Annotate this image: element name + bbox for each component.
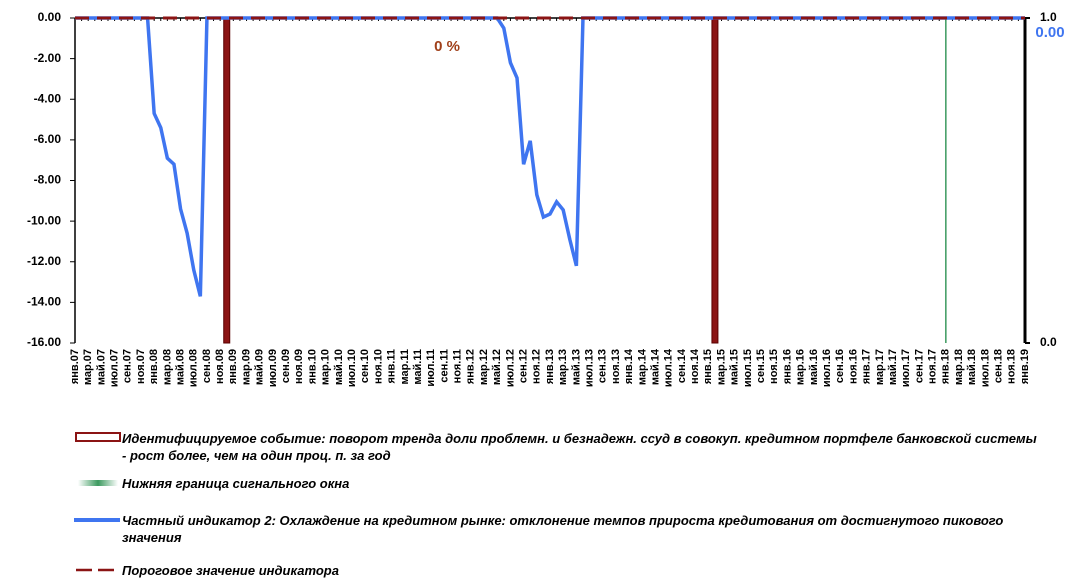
x-tick-label: ноя.10 <box>372 349 384 384</box>
x-tick-label: май.16 <box>808 349 820 385</box>
x-tick-label: сен.13 <box>597 349 609 383</box>
x-tick-label: июл.13 <box>583 349 595 387</box>
x-tick-label: ноя.09 <box>293 349 305 384</box>
x-tick-label: мар.09 <box>240 349 252 385</box>
x-tick-label: янв.12 <box>465 349 477 384</box>
x-tick-label: янв.18 <box>940 349 952 384</box>
x-tick-label: янв.16 <box>781 349 793 384</box>
x-tick-label: ноя.18 <box>1006 349 1018 384</box>
x-tick-label: май.18 <box>966 349 978 385</box>
x-tick-label: мар.10 <box>320 349 332 385</box>
x-tick-label: июл.12 <box>504 349 516 387</box>
x-tick-label: май.14 <box>649 348 661 385</box>
bar <box>223 17 231 344</box>
x-tick-label: июл.11 <box>425 349 437 387</box>
annotation: 0 % <box>434 38 460 55</box>
x-tick-label: мар.14 <box>636 348 648 385</box>
x-tick-label: янв.10 <box>306 349 318 384</box>
x-tick-label: янв.09 <box>227 349 239 384</box>
x-tick-label: июл.17 <box>900 349 912 387</box>
x-tick-label: июл.07 <box>108 349 120 387</box>
x-tick-label: сен.16 <box>834 349 846 383</box>
x-tick-label: янв.15 <box>702 349 714 384</box>
y-tick-label: 0.00 <box>38 10 62 24</box>
x-tick-label: июл.16 <box>821 349 833 387</box>
x-tick-label: май.10 <box>333 349 345 385</box>
x-tick-label: сен.10 <box>359 349 371 383</box>
x-tick-label: май.09 <box>254 349 266 385</box>
x-tick-label: ноя.12 <box>531 349 543 384</box>
x-tick-label: мар.07 <box>82 349 94 385</box>
x-tick-label: мар.13 <box>557 349 569 385</box>
x-tick-label: сен.09 <box>280 349 292 383</box>
y2-tick-label: 1.0 <box>1040 10 1057 24</box>
x-tick-label: мар.17 <box>874 349 886 385</box>
x-tick-label: июл.15 <box>742 349 754 387</box>
x-tick-label: ноя.13 <box>610 349 622 384</box>
x-tick-label: янв.17 <box>861 349 873 384</box>
legend-entry: Идентифицируемое событие: поворот тренда… <box>122 431 1037 463</box>
x-tick-label: мар.08 <box>161 349 173 385</box>
bar <box>945 18 947 343</box>
x-tick-label: июл.09 <box>267 349 279 387</box>
x-tick-label: сен.07 <box>122 349 134 383</box>
x-tick-label: ноя.14 <box>689 348 701 384</box>
annotation: 0.00 <box>1035 24 1064 41</box>
x-tick-label: сен.15 <box>755 349 767 383</box>
legend-icon <box>78 480 118 486</box>
x-tick-label: май.15 <box>729 349 741 385</box>
y-tick-label: -10.00 <box>27 213 61 227</box>
x-tick-label: июл.14 <box>663 348 675 387</box>
x-tick-label: сен.11 <box>438 349 450 383</box>
x-tick-label: мар.12 <box>478 349 490 385</box>
y-tick-label: -4.00 <box>34 91 62 105</box>
x-tick-label: янв.14 <box>623 348 635 384</box>
x-tick-label: июл.18 <box>979 349 991 387</box>
x-tick-label: ноя.07 <box>135 349 147 384</box>
x-tick-label: янв.07 <box>69 349 81 384</box>
x-tick-label: янв.13 <box>544 349 556 384</box>
x-tick-label: сен.08 <box>201 349 213 383</box>
x-tick-label: июл.10 <box>346 349 358 387</box>
x-tick-label: мар.11 <box>399 349 411 385</box>
x-tick-label: мар.15 <box>715 349 727 385</box>
x-tick-label: май.17 <box>887 349 899 385</box>
y-tick-label: -8.00 <box>34 173 62 187</box>
x-tick-label: янв.19 <box>1019 349 1031 384</box>
legend-entry: Нижняя граница сигнального окна <box>122 476 350 491</box>
x-tick-label: май.12 <box>491 349 503 385</box>
x-tick-label: янв.08 <box>148 349 160 384</box>
bar <box>711 17 719 344</box>
x-tick-label: ноя.11 <box>452 349 464 383</box>
y-tick-label: -16.00 <box>27 335 61 349</box>
legend-entry: Пороговое значение индикатора <box>122 563 339 578</box>
x-tick-label: мар.16 <box>795 349 807 385</box>
y-tick-label: -14.00 <box>27 295 61 309</box>
x-tick-label: май.11 <box>412 349 424 385</box>
line <box>75 16 1025 297</box>
x-tick-label: ноя.08 <box>214 349 226 384</box>
y-tick-label: -6.00 <box>34 132 62 146</box>
x-tick-label: сен.12 <box>518 349 530 383</box>
x-tick-label: май.07 <box>95 349 107 385</box>
y2-tick-label: 0.0 <box>1040 335 1057 349</box>
x-tick-label: мар.18 <box>953 349 965 385</box>
legend-entry: Частный индикатор 2: Охлаждение на креди… <box>122 513 1004 545</box>
x-tick-label: май.08 <box>174 349 186 385</box>
y-tick-label: -12.00 <box>27 254 61 268</box>
x-tick-label: сен.14 <box>676 348 688 383</box>
x-tick-label: ноя.15 <box>768 349 780 384</box>
x-tick-label: сен.17 <box>913 349 925 383</box>
x-tick-label: ноя.16 <box>847 349 859 384</box>
legend-icon <box>75 432 121 442</box>
x-tick-label: янв.11 <box>386 349 398 384</box>
x-tick-label: ноя.17 <box>927 349 939 384</box>
y-tick-label: -2.00 <box>34 51 62 65</box>
x-tick-label: июл.08 <box>188 349 200 387</box>
x-tick-label: сен.18 <box>993 349 1005 383</box>
x-tick-label: май.13 <box>570 349 582 385</box>
